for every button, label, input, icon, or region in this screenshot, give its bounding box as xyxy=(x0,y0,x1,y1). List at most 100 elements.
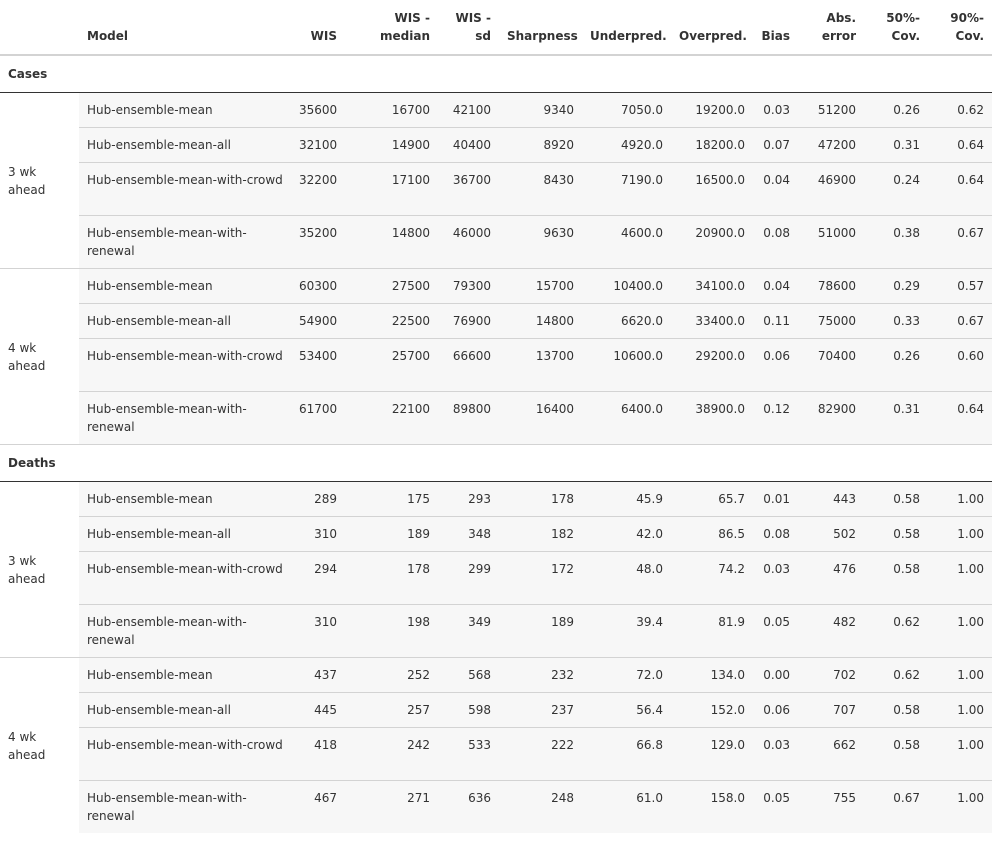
table-row: Hub-ensemble-mean-with-renewal 467 271 636 2… xyxy=(0,780,992,833)
abs-error-cell: 502 xyxy=(798,516,864,552)
group-row: Cases xyxy=(0,54,992,93)
table-row: 4 wk ahead Hub-ensemble-mean 437 252 568 232 7… xyxy=(0,657,992,833)
overpred-cell: 38900.0 xyxy=(671,391,753,445)
underpred-cell: 6400.0 xyxy=(582,391,671,445)
model-cell: Hub-ensemble-mean-with-renewal xyxy=(79,391,291,445)
overpred-cell: 152.0 xyxy=(671,692,753,728)
wis-median-cell: 16700 xyxy=(345,92,438,128)
header-wis-sd: WIS - sd xyxy=(438,0,499,56)
wis-sd-cell: 293 xyxy=(438,481,499,517)
wis-median-cell: 178 xyxy=(345,551,438,605)
wis-cell: 32200 xyxy=(291,162,345,216)
cov90-cell: 1.00 xyxy=(928,551,992,605)
sharpness-cell: 13700 xyxy=(499,338,582,392)
overpred-cell: 18200.0 xyxy=(671,127,753,163)
model-cell: Hub-ensemble-mean xyxy=(79,481,291,517)
cov90-cell: 0.62 xyxy=(928,92,992,128)
model-cell: Hub-ensemble-mean-with-renewal xyxy=(79,215,291,269)
cov90-cell: 0.64 xyxy=(928,391,992,445)
wis-sd-cell: 598 xyxy=(438,692,499,728)
sharpness-cell: 237 xyxy=(499,692,582,728)
table-row: 3 wk ahead Hub-ensemble-mean 289 175 293 178 4… xyxy=(0,481,992,658)
wis-median-cell: 257 xyxy=(345,692,438,728)
abs-error-cell: 662 xyxy=(798,727,864,781)
table-row: Hub-ensemble-mean-all 54900 22500 76900 1480… xyxy=(0,303,992,339)
table-row: Hub-ensemble-mean-with-renewal 61700 22100… xyxy=(0,391,992,445)
table-row: Hub-ensemble-mean-all 310 189 348 182 42.0 86.… xyxy=(0,516,992,552)
cov50-cell: 0.24 xyxy=(864,162,928,216)
cov50-cell: 0.58 xyxy=(864,481,928,517)
cov90-cell: 1.00 xyxy=(928,657,992,693)
wis-sd-cell: 348 xyxy=(438,516,499,552)
model-cell: Hub-ensemble-mean xyxy=(79,92,291,128)
cov50-cell: 0.58 xyxy=(864,692,928,728)
cov90-cell: 0.64 xyxy=(928,162,992,216)
bias-cell: 0.11 xyxy=(753,303,798,339)
table-row: Hub-ensemble-mean-with-crowd 53400 25700 66… xyxy=(0,338,992,392)
wis-cell: 310 xyxy=(291,604,345,658)
table-row: 4 wk ahead Hub-ensemble-mean 60300 27500 793… xyxy=(0,268,992,445)
overpred-cell: 33400.0 xyxy=(671,303,753,339)
bias-cell: 0.08 xyxy=(753,215,798,269)
group-label: Deaths xyxy=(0,444,992,482)
underpred-cell: 48.0 xyxy=(582,551,671,605)
sharpness-cell: 248 xyxy=(499,780,582,833)
table-row: Hub-ensemble-mean-with-renewal 310 198 349 1… xyxy=(0,604,992,658)
model-cell: Hub-ensemble-mean-all xyxy=(79,127,291,163)
wis-cell: 61700 xyxy=(291,391,345,445)
bias-cell: 0.06 xyxy=(753,692,798,728)
cov50-cell: 0.58 xyxy=(864,551,928,605)
underpred-cell: 45.9 xyxy=(582,481,671,517)
header-cov90: 90%-Cov. xyxy=(928,0,992,56)
abs-error-cell: 51200 xyxy=(798,92,864,128)
sharpness-cell: 182 xyxy=(499,516,582,552)
wis-median-cell: 198 xyxy=(345,604,438,658)
abs-error-cell: 755 xyxy=(798,780,864,833)
wis-median-cell: 14900 xyxy=(345,127,438,163)
cov50-cell: 0.26 xyxy=(864,92,928,128)
cov90-cell: 1.00 xyxy=(928,727,992,781)
sharpness-cell: 172 xyxy=(499,551,582,605)
wis-sd-cell: 79300 xyxy=(438,268,499,304)
sharpness-cell: 9340 xyxy=(499,92,582,128)
sharpness-cell: 15700 xyxy=(499,268,582,304)
cov50-cell: 0.33 xyxy=(864,303,928,339)
cov90-cell: 0.64 xyxy=(928,127,992,163)
sharpness-cell: 14800 xyxy=(499,303,582,339)
model-cell: Hub-ensemble-mean-with-renewal xyxy=(79,604,291,658)
wis-sd-cell: 568 xyxy=(438,657,499,693)
sharpness-cell: 8920 xyxy=(499,127,582,163)
model-cell: Hub-ensemble-mean-with-crowd xyxy=(79,162,291,216)
header-sharpness: Sharpness xyxy=(499,0,582,56)
wis-cell: 445 xyxy=(291,692,345,728)
overpred-cell: 16500.0 xyxy=(671,162,753,216)
underpred-cell: 72.0 xyxy=(582,657,671,693)
model-cell: Hub-ensemble-mean-with-renewal xyxy=(79,780,291,833)
table-row: Hub-ensemble-mean-with-crowd 32200 17100 36… xyxy=(0,162,992,216)
table-row: 3 wk ahead Hub-ensemble-mean 35600 16700 421… xyxy=(0,92,992,269)
wis-cell: 294 xyxy=(291,551,345,605)
bias-cell: 0.06 xyxy=(753,338,798,392)
wis-median-cell: 271 xyxy=(345,780,438,833)
sharpness-cell: 8430 xyxy=(499,162,582,216)
bias-cell: 0.07 xyxy=(753,127,798,163)
wis-sd-cell: 46000 xyxy=(438,215,499,269)
abs-error-cell: 78600 xyxy=(798,268,864,304)
abs-error-cell: 82900 xyxy=(798,391,864,445)
cov50-cell: 0.67 xyxy=(864,780,928,833)
underpred-cell: 39.4 xyxy=(582,604,671,658)
wis-median-cell: 175 xyxy=(345,481,438,517)
wis-cell: 418 xyxy=(291,727,345,781)
underpred-cell: 10400.0 xyxy=(582,268,671,304)
wis-median-cell: 22500 xyxy=(345,303,438,339)
underpred-cell: 7190.0 xyxy=(582,162,671,216)
overpred-cell: 134.0 xyxy=(671,657,753,693)
model-cell: Hub-ensemble-mean xyxy=(79,657,291,693)
group-row: Deaths xyxy=(0,444,992,482)
cov90-cell: 0.57 xyxy=(928,268,992,304)
bias-cell: 0.03 xyxy=(753,92,798,128)
horizon-label: 4 wk ahead xyxy=(0,268,79,445)
overpred-cell: 74.2 xyxy=(671,551,753,605)
cov90-cell: 1.00 xyxy=(928,780,992,833)
